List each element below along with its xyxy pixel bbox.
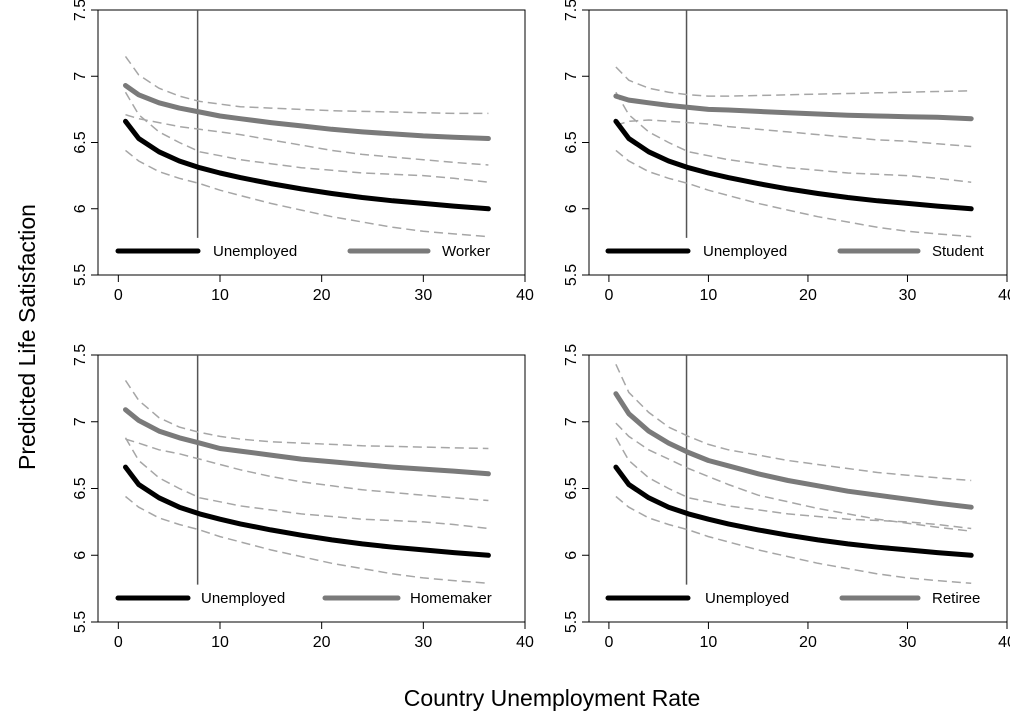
x-tick-label: 30: [899, 634, 917, 651]
comparison-ci-upper: [615, 363, 972, 482]
x-tick-label: 20: [313, 287, 331, 304]
x-tick-label: 30: [414, 287, 432, 304]
y-tick-label: 5.5: [72, 264, 89, 286]
x-tick-label: 10: [700, 287, 718, 304]
y-tick-label: 6.5: [72, 131, 89, 153]
y-axis-title: Predicted Life Satisfaction: [14, 204, 40, 470]
unemployed-ci-lower: [125, 495, 489, 585]
legend-label-unemployed: Unemployed: [703, 243, 787, 260]
legend-label-comparison: Student: [932, 243, 985, 260]
y-tick-label: 6.5: [563, 477, 580, 499]
y-tick-label: 7.5: [72, 344, 89, 366]
comparison-ci-upper: [124, 379, 489, 450]
y-tick-label: 6: [563, 551, 580, 560]
x-tick-label: 40: [998, 287, 1010, 304]
plot-frame: [588, 354, 1008, 623]
y-tick-label: 5.5: [72, 611, 89, 633]
y-tick-label: 6: [563, 204, 580, 213]
unemployed-line: [123, 118, 491, 212]
comparison-line: [123, 83, 491, 141]
y-tick-label: 6: [72, 204, 89, 213]
plot-frame: [97, 9, 526, 276]
y-tick-label: 5.5: [563, 264, 580, 286]
y-tick-label: 6.5: [563, 131, 580, 153]
x-tick-label: 0: [114, 287, 123, 304]
x-tick-label: 20: [799, 287, 817, 304]
unemployed-line: [613, 464, 974, 558]
y-tick-label: 5.5: [563, 611, 580, 633]
y-tick-label: 6: [72, 551, 89, 560]
comparison-ci-lower: [615, 119, 972, 148]
comparison-line: [613, 93, 974, 122]
comparison-ci-lower: [125, 438, 489, 502]
unemployed-ci-lower: [615, 495, 972, 585]
y-tick-label: 7: [72, 417, 89, 426]
x-tick-label: 0: [114, 634, 123, 651]
comparison-ci-upper: [124, 55, 489, 115]
x-tick-label: 10: [211, 634, 229, 651]
x-tick-label: 0: [604, 634, 613, 651]
comparison-ci-lower: [125, 113, 489, 166]
x-tick-label: 20: [799, 634, 817, 651]
comparison-line: [613, 391, 974, 510]
unemployed-line: [613, 118, 974, 212]
unemployed-ci-upper: [124, 437, 489, 530]
legend-label-unemployed: Unemployed: [213, 243, 297, 260]
x-tick-label: 40: [516, 287, 534, 304]
unemployed-ci-upper: [124, 91, 489, 183]
x-tick-label: 10: [211, 287, 229, 304]
comparison-line: [123, 407, 491, 477]
chart-panel-2: 0 10 20 30 40 5.5 6 6.5 7 7.5 Unemployed Student: [563, 0, 1010, 304]
x-tick-label: 40: [998, 634, 1010, 651]
legend-label-comparison: Homemaker: [410, 590, 492, 607]
legend-label-comparison: Retiree: [932, 590, 980, 607]
x-axis-title: Country Unemployment Rate: [404, 685, 701, 711]
y-tick-label: 7: [563, 417, 580, 426]
plot-frame: [588, 9, 1008, 276]
y-tick-label: 7: [72, 72, 89, 81]
comparison-ci-lower: [615, 422, 972, 532]
legend-label-unemployed: Unemployed: [705, 590, 789, 607]
chart-panel-3: 0 10 20 30 40 5.5 6 6.5 7 7.5 Unemployed Homemaker: [72, 344, 534, 651]
legend-label-unemployed: Unemployed: [201, 590, 285, 607]
y-tick-label: 7.5: [72, 0, 89, 21]
x-tick-label: 40: [516, 634, 534, 651]
chart-panel-1: 0 10 20 30 40 5.5 6 6.5 7 7.5 Unemployed Worker: [72, 0, 534, 304]
unemployed-ci-lower: [615, 149, 972, 238]
y-tick-label: 7: [563, 72, 580, 81]
x-tick-label: 0: [604, 287, 613, 304]
unemployed-ci-upper: [615, 91, 972, 183]
unemployed-line: [123, 464, 491, 558]
chart-panel-4: 0 10 20 30 40 5.5 6 6.5 7 7.5 Unemployed Retiree: [563, 344, 1010, 651]
unemployed-ci-upper: [615, 437, 972, 530]
x-tick-label: 10: [700, 634, 718, 651]
legend-label-comparison: Worker: [442, 243, 490, 260]
y-tick-label: 7.5: [563, 344, 580, 366]
comparison-ci-upper: [615, 66, 972, 97]
plot-frame: [97, 354, 526, 623]
x-tick-label: 30: [899, 287, 917, 304]
unemployed-ci-lower: [125, 149, 489, 238]
y-tick-label: 7.5: [563, 0, 580, 21]
x-tick-label: 30: [414, 634, 432, 651]
y-tick-label: 6.5: [72, 477, 89, 499]
x-tick-label: 20: [313, 634, 331, 651]
